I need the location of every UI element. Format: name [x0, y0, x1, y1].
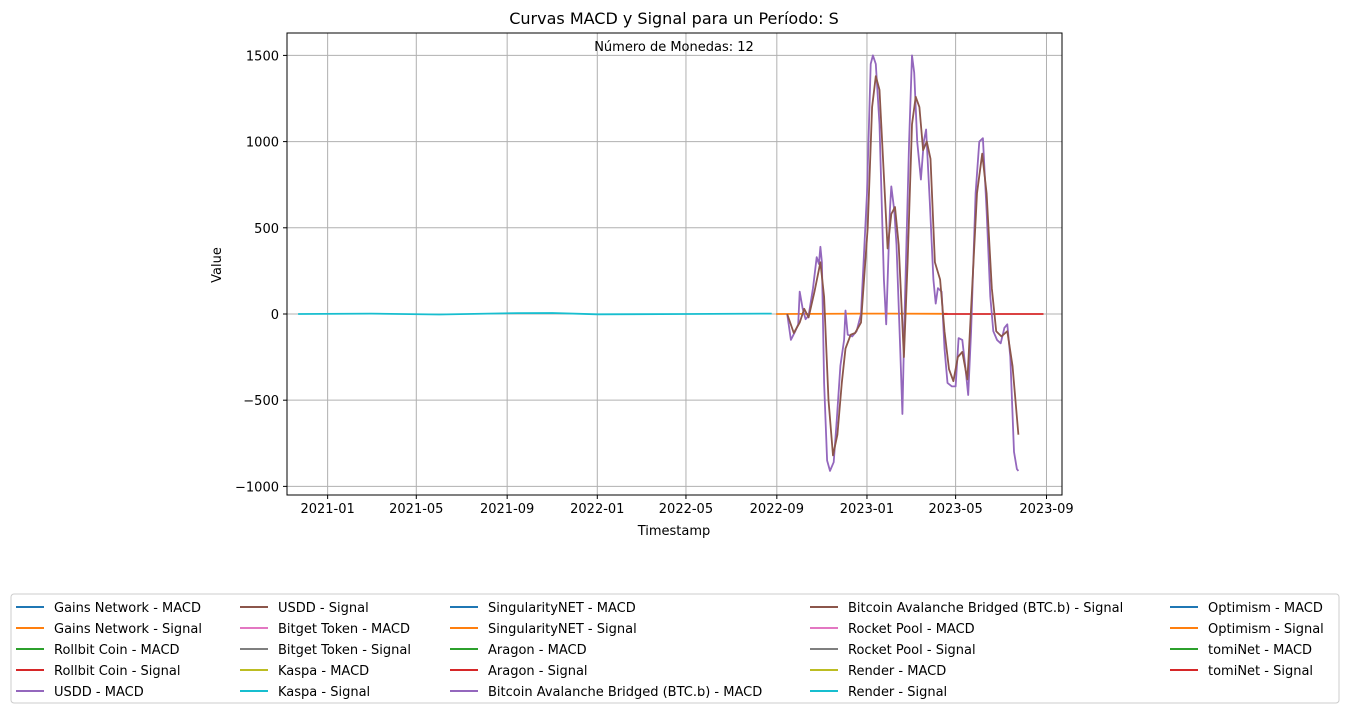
legend-item: tomiNet - Signal: [1170, 664, 1313, 679]
legend-item: Render - Signal: [810, 685, 947, 700]
y-tick-label: 1500: [246, 49, 279, 64]
legend-item: Rocket Pool - MACD: [810, 622, 975, 637]
legend-label: Aragon - MACD: [488, 643, 587, 658]
legend-label: Render - Signal: [848, 685, 947, 700]
legend-item: Bitcoin Avalanche Bridged (BTC.b) - MACD: [450, 685, 762, 700]
x-tick-label: 2023-05: [928, 502, 982, 517]
plot-frame: [286, 32, 1063, 496]
legend-item: Bitget Token - MACD: [240, 622, 410, 637]
legend-item: Bitget Token - Signal: [240, 643, 411, 658]
legend-item: Gains Network - Signal: [16, 622, 202, 637]
legend-label: Gains Network - Signal: [54, 622, 202, 637]
legend-item: Gains Network - MACD: [16, 601, 201, 616]
legend-box: [10, 593, 1340, 704]
legend-item: Rollbit Coin - Signal: [16, 664, 181, 679]
series-line-bitcoin-avalanche-bridged-btc-b-signal: [786, 75, 1020, 457]
legend-label: Rocket Pool - MACD: [848, 622, 975, 637]
legend-item: SingularityNET - Signal: [450, 622, 637, 637]
legend-label: Aragon - Signal: [488, 664, 588, 679]
legend-label: Rollbit Coin - MACD: [54, 643, 180, 658]
y-axis: −1000 −500 0 500 1000 1500: [235, 49, 287, 495]
series-line-bitcoin-avalanche-bridged-btc-b-macd: [786, 54, 1020, 472]
legend-label: Kaspa - Signal: [278, 685, 370, 700]
legend-item: USDD - MACD: [16, 685, 144, 700]
legend: Gains Network - MACD Gains Network - Sign…: [10, 593, 1340, 704]
legend-item: Kaspa - Signal: [240, 685, 370, 700]
series-line-kaspa-signal: [298, 312, 772, 316]
y-axis-label: Value: [210, 247, 225, 283]
legend-label: Bitcoin Avalanche Bridged (BTC.b) - MACD: [488, 685, 762, 700]
coin-count-annotation: Número de Monedas: 12: [594, 40, 754, 55]
legend-label: Optimism - Signal: [1208, 622, 1324, 637]
legend-item: Aragon - MACD: [450, 643, 587, 658]
legend-item: tomiNet - MACD: [1170, 643, 1312, 658]
x-tick-label: 2022-05: [659, 502, 713, 517]
legend-label: Gains Network - MACD: [54, 601, 201, 616]
legend-item: USDD - Signal: [240, 601, 369, 616]
legend-label: Bitget Token - MACD: [278, 622, 410, 637]
y-tick-label: 0: [271, 308, 279, 323]
legend-label: Bitget Token - Signal: [278, 643, 411, 658]
y-tick-label: −1000: [235, 480, 279, 495]
grid: [287, 33, 1062, 495]
series-layer: [298, 54, 1044, 472]
legend-label: tomiNet - Signal: [1208, 664, 1313, 679]
y-tick-label: 1000: [246, 136, 279, 151]
legend-item: Optimism - Signal: [1170, 622, 1324, 637]
legend-item: Bitcoin Avalanche Bridged (BTC.b) - Sign…: [810, 601, 1123, 616]
x-tick-label: 2021-05: [389, 502, 443, 517]
x-tick-label: 2021-09: [480, 502, 534, 517]
x-tick-label: 2022-09: [750, 502, 804, 517]
legend-label: Rocket Pool - Signal: [848, 643, 976, 658]
legend-label: Rollbit Coin - Signal: [54, 664, 181, 679]
x-tick-label: 2021-01: [300, 502, 354, 517]
y-tick-label: −500: [243, 394, 279, 409]
y-tick-label: 500: [254, 222, 279, 237]
legend-label: Bitcoin Avalanche Bridged (BTC.b) - Sign…: [848, 601, 1123, 616]
x-tick-label: 2023-01: [840, 502, 894, 517]
legend-label: USDD - Signal: [278, 601, 369, 616]
legend-item: Rocket Pool - Signal: [810, 643, 976, 658]
legend-label: USDD - MACD: [54, 685, 144, 700]
x-tick-label: 2022-01: [570, 502, 624, 517]
legend-label: Optimism - MACD: [1208, 601, 1323, 616]
x-tick-label: 2023-09: [1019, 502, 1073, 517]
legend-item: SingularityNET - MACD: [450, 601, 636, 616]
legend-item: Render - MACD: [810, 664, 946, 679]
x-axis: 2021-01 2021-05 2021-09 2022-01 2022-05 2022-…: [300, 495, 1074, 517]
legend-item: Kaspa - MACD: [240, 664, 369, 679]
legend-item: Rollbit Coin - MACD: [16, 643, 180, 658]
x-axis-label: Timestamp: [637, 524, 711, 539]
legend-label: Render - MACD: [848, 664, 946, 679]
chart-title: Curvas MACD y Signal para un Período: S: [509, 9, 839, 28]
legend-item: Optimism - MACD: [1170, 601, 1323, 616]
legend-label: tomiNet - MACD: [1208, 643, 1312, 658]
legend-label: SingularityNET - MACD: [488, 601, 636, 616]
legend-label: Kaspa - MACD: [278, 664, 369, 679]
legend-item: Aragon - Signal: [450, 664, 588, 679]
legend-label: SingularityNET - Signal: [488, 622, 637, 637]
